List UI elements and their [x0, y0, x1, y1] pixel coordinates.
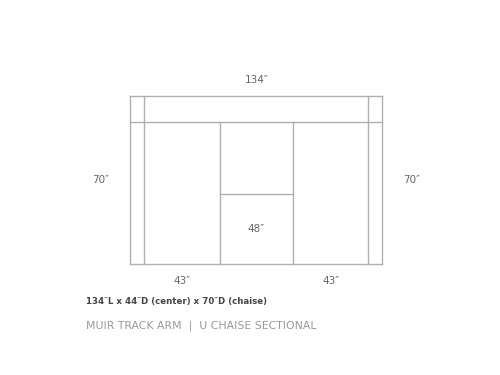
Text: MUIR TRACK ARM  |  U CHAISE SECTIONAL: MUIR TRACK ARM | U CHAISE SECTIONAL	[86, 321, 316, 331]
Text: 43″: 43″	[174, 276, 190, 286]
Text: 43″: 43″	[322, 276, 339, 286]
Text: 134″L x 44″D (center) x 70″D (chaise): 134″L x 44″D (center) x 70″D (chaise)	[86, 297, 267, 306]
Text: 134″: 134″	[244, 75, 268, 86]
Text: 48″: 48″	[248, 224, 265, 234]
Text: 70″: 70″	[404, 175, 420, 185]
Text: 70″: 70″	[92, 175, 109, 185]
